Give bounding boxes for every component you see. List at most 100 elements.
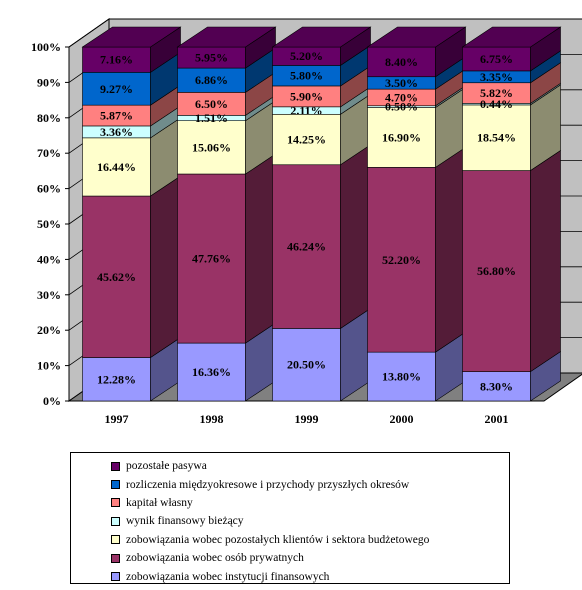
data-label: 8.30% — [480, 379, 513, 393]
data-label: 20.50% — [287, 358, 326, 372]
bar-1998 — [176, 26, 277, 402]
bar-segment — [82, 51, 181, 106]
legend-label: rozliczenia międzyokresowe i przychody p… — [126, 478, 410, 491]
stacked-bar-chart: 12.28% 45.62% 16.44% 3.36% 5.87% 9.27% 7.16% 16… — [31, 18, 582, 426]
bar-segment — [271, 26, 372, 66]
bar-segment — [81, 26, 182, 73]
bar-segment — [367, 146, 466, 353]
bar-segment — [177, 322, 276, 402]
x-axis: 1997 1998 1999 2000 2001 — [105, 412, 509, 426]
y-tick-label: 50% — [37, 217, 61, 231]
data-label: 3.50% — [385, 76, 418, 90]
data-label: 5.87% — [100, 109, 133, 123]
legend-label: zobowiązania wobec osób prywatnych — [126, 552, 304, 565]
data-label: 15.06% — [192, 140, 231, 154]
x-tick-label: 1998 — [200, 412, 224, 426]
bar-segment — [272, 65, 371, 108]
data-label: 16.44% — [97, 160, 136, 174]
data-label: 5.95% — [195, 51, 228, 65]
data-label: 3.36% — [100, 125, 133, 139]
bar-segment — [367, 86, 466, 168]
legend-label: zobowiązania wobec instytucji finansowyc… — [126, 570, 330, 583]
legend-item: zobowiązania wobec instytucji finansowyc… — [111, 567, 509, 585]
data-label: 6.86% — [195, 73, 228, 87]
data-label: 0.50% — [385, 100, 418, 114]
legend-item: wynik finansowy bieżący — [111, 512, 509, 530]
bar-segment — [272, 144, 371, 329]
data-label: 47.76% — [192, 252, 231, 266]
bars — [81, 26, 562, 402]
bar-segment — [82, 84, 181, 127]
data-label: 4.70% — [385, 90, 418, 104]
bar-1997 — [81, 26, 182, 402]
data-label: 13.80% — [382, 370, 421, 384]
data-label: 9.27% — [100, 82, 133, 96]
legend: pozostałe pasywa rozliczenia międzyokreso… — [70, 452, 510, 584]
bar-segment — [177, 71, 276, 116]
legend-swatch — [111, 572, 120, 582]
legend-item: pozostałe pasywa — [111, 457, 509, 475]
data-label: 0.44% — [480, 97, 513, 111]
bar-segment — [177, 100, 276, 175]
data-labels: 12.28% 45.62% 16.44% 3.36% 5.87% 9.27% 7.16% 16… — [97, 49, 516, 393]
legend-item: zobowiązania wobec pozostałych klientów … — [111, 531, 509, 549]
bar-1999 — [271, 26, 372, 402]
legend-item: kapitał własny — [111, 494, 509, 512]
bar-segment — [82, 175, 181, 359]
data-label: 5.82% — [480, 86, 513, 100]
data-label: 45.62% — [97, 270, 136, 284]
data-label: 6.50% — [195, 97, 228, 111]
data-label: 16.36% — [192, 365, 231, 379]
data-label: 56.80% — [477, 264, 516, 278]
y-tick-label: 100% — [31, 40, 61, 54]
data-label: 3.35% — [480, 70, 513, 84]
data-label: 12.28% — [97, 372, 136, 386]
data-label: 18.54% — [477, 131, 516, 145]
y-tick-label: 40% — [37, 252, 61, 266]
data-label: 14.25% — [287, 133, 326, 147]
data-label: 16.90% — [382, 130, 421, 144]
y-tick-label: 80% — [37, 111, 61, 125]
x-tick-label: 2001 — [485, 412, 509, 426]
legend-item: zobowiązania wobec osób prywatnych — [111, 549, 509, 567]
y-tick-label: 10% — [37, 359, 61, 373]
data-label: 52.20% — [382, 253, 421, 267]
y-axis: 0% 10% 20% 30% 40% 50% 60% 70% 80% 90% 100% — [31, 40, 70, 408]
legend-swatch — [111, 480, 120, 490]
x-tick-label: 1999 — [295, 412, 319, 426]
bar-segment — [272, 307, 371, 402]
bar-2000 — [366, 26, 467, 402]
y-tick-label: 20% — [37, 323, 61, 337]
legend-swatch — [111, 516, 120, 526]
legend-swatch — [111, 553, 120, 563]
data-label: 5.20% — [290, 49, 323, 63]
bar-segment — [176, 26, 277, 69]
legend-label: kapitał własny — [126, 496, 193, 509]
x-tick-label: 2000 — [390, 412, 414, 426]
y-tick-label: 90% — [37, 75, 61, 89]
bar-segment — [462, 62, 561, 104]
bar-segment — [82, 336, 181, 402]
y-tick-label: 0% — [43, 394, 61, 408]
data-label: 8.40% — [385, 55, 418, 69]
legend-item: rozliczenia międzyokresowe i przychody p… — [111, 475, 509, 493]
bar-segment — [366, 26, 467, 78]
bar-2001 — [461, 26, 562, 402]
bar-segment — [462, 149, 561, 373]
legend-swatch — [111, 498, 120, 508]
bar-segment — [177, 153, 276, 344]
y-tick-label: 60% — [37, 182, 61, 196]
bar-segment — [272, 93, 371, 166]
bar-segment — [367, 331, 466, 402]
data-label: 6.75% — [480, 52, 513, 66]
legend-label: wynik finansowy bieżący — [126, 515, 244, 528]
legend-swatch — [111, 461, 120, 471]
bar-segment — [272, 44, 371, 87]
bar-segment — [461, 26, 562, 72]
data-label: 7.16% — [100, 53, 133, 67]
data-label: 46.24% — [287, 240, 326, 254]
data-label: 5.90% — [290, 89, 323, 103]
gridline — [68, 18, 582, 48]
legend-swatch — [111, 535, 120, 545]
y-tick-label: 30% — [37, 288, 61, 302]
